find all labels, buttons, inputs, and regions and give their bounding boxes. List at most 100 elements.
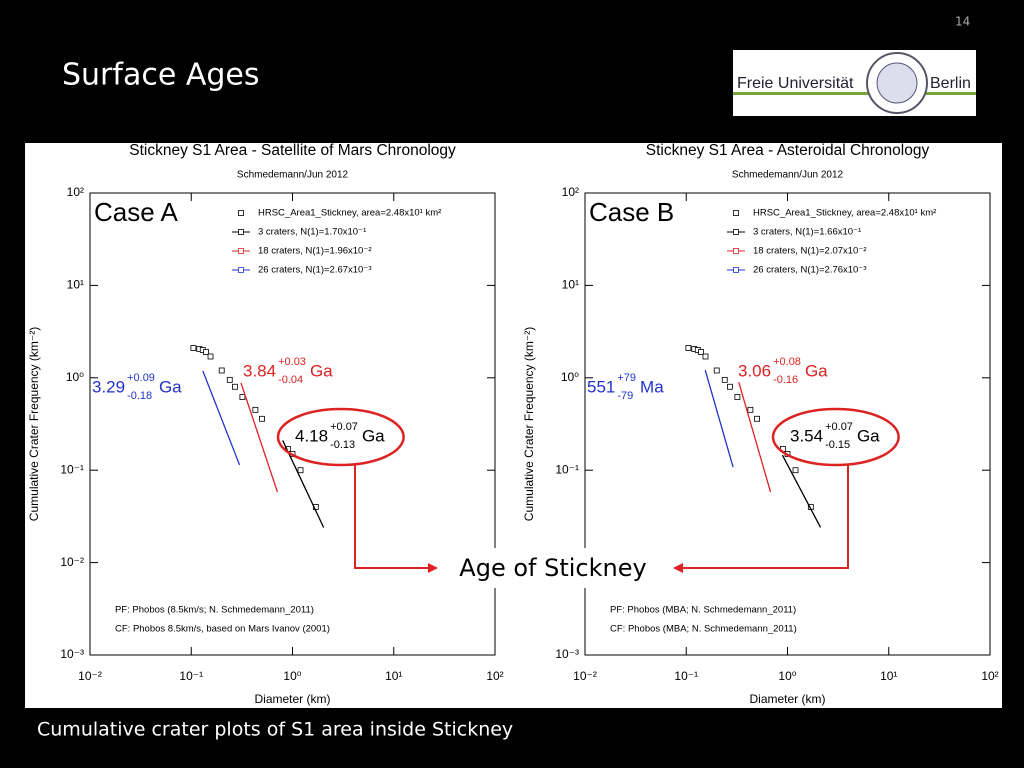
- legend-label: HRSC_Area1_Stickney, area=2.48x10¹ km²: [753, 208, 936, 219]
- age-value: 3.06: [738, 361, 771, 380]
- legend-label: 18 craters, N(1)=1.96x10⁻²: [258, 246, 372, 257]
- chart-subtitle: Schmedemann/Jun 2012: [237, 170, 349, 181]
- data-point: [734, 394, 741, 400]
- age-value: 551: [587, 377, 615, 396]
- y-tick-label: 10¹: [562, 278, 579, 292]
- age-plus: +0.07: [825, 421, 853, 433]
- x-tick-label: 10⁻²: [78, 669, 102, 683]
- age-plus: +0.03: [278, 356, 306, 368]
- data-point: [713, 367, 720, 374]
- y-tick-label: 10⁻³: [60, 647, 84, 661]
- y-tick-label: 10⁻¹: [60, 462, 84, 476]
- legend-marker: [238, 248, 244, 254]
- age-plus: +0.07: [330, 421, 358, 433]
- age-plus: +0.09: [127, 372, 155, 384]
- data-point: [747, 406, 754, 413]
- callout: Age of Stickney: [354, 465, 849, 588]
- age-minus: -0.04: [278, 374, 303, 386]
- arrowhead: [673, 563, 683, 573]
- x-axis-label: Diameter (km): [749, 692, 825, 706]
- x-tick-label: 10⁻¹: [674, 669, 698, 683]
- slide-title: Surface Ages: [62, 58, 259, 93]
- data-point: [698, 349, 704, 355]
- age-unit: Ma: [640, 377, 664, 396]
- logo: Freie Universität Berlin: [733, 50, 976, 116]
- age-value: 3.54: [790, 426, 823, 445]
- note: CF: Phobos 8.5km/s, based on Mars Ivanov…: [115, 624, 330, 635]
- age-value: 3.84: [243, 361, 276, 380]
- y-axis-label: Cumulative Crater Frequency (km⁻²): [27, 327, 41, 521]
- legend-marker: [733, 229, 739, 235]
- y-tick-label: 10⁻³: [555, 647, 579, 661]
- data-point: [702, 353, 709, 360]
- logo-bar: [733, 92, 976, 95]
- data-point: [252, 406, 259, 413]
- arrowhead: [428, 563, 438, 573]
- case-label: Case A: [94, 197, 178, 227]
- callout-text: Age of Stickney: [459, 554, 646, 582]
- fit-line: [781, 454, 822, 528]
- plots: Stickney S1 Area - Satellite of Mars Chr…: [27, 142, 999, 706]
- legend-label: 26 craters, N(1)=2.67x10⁻³: [258, 265, 372, 276]
- age-minus: -79: [617, 390, 633, 402]
- data-point: [792, 467, 799, 474]
- logo-seal-inner: [876, 62, 918, 104]
- y-axis-label: Cumulative Crater Frequency (km⁻²): [522, 327, 536, 521]
- logo-text: Freie Universität: [737, 75, 854, 92]
- fit-line: [282, 440, 325, 528]
- y-tick-label: 10²: [67, 185, 84, 199]
- note: CF: Phobos (MBA; N. Schmedemann_2011): [610, 624, 797, 635]
- y-tick-label: 10⁻²: [60, 555, 84, 569]
- data-point: [203, 349, 209, 355]
- legend-label: 26 craters, N(1)=2.76x10⁻³: [753, 265, 867, 276]
- callout-arrow: [354, 465, 432, 569]
- logo-text: Berlin: [930, 75, 971, 92]
- age-plus: +0.08: [773, 356, 801, 368]
- data-point: [721, 376, 728, 383]
- logo-background: [733, 50, 976, 116]
- data-point: [727, 383, 733, 390]
- data-point: [685, 345, 692, 351]
- chart-subtitle: Schmedemann/Jun 2012: [732, 170, 844, 181]
- legend-marker: [238, 210, 244, 216]
- x-tick-label: 10⁰: [778, 669, 796, 683]
- data-point: [232, 383, 238, 390]
- age-minus: -0.15: [825, 439, 850, 451]
- chart-title: Stickney S1 Area - Satellite of Mars Chr…: [129, 142, 456, 159]
- x-tick-label: 10²: [486, 669, 503, 683]
- caption: Cumulative crater plots of S1 area insid…: [37, 719, 513, 741]
- fit-line: [202, 370, 241, 466]
- x-tick-label: 10¹: [880, 669, 897, 683]
- fit-line: [240, 382, 279, 493]
- data-point: [239, 394, 246, 400]
- chart: Stickney S1 Area - Satellite of Mars Chr…: [27, 142, 504, 706]
- x-tick-label: 10⁻²: [573, 669, 597, 683]
- y-tick-label: 10²: [562, 185, 579, 199]
- fit-line: [738, 381, 772, 493]
- case-label: Case B: [589, 197, 674, 227]
- age-value: 4.18: [295, 426, 328, 445]
- data-point: [754, 415, 760, 422]
- legend-marker: [238, 267, 244, 273]
- y-tick-label: 10⁰: [66, 370, 84, 384]
- legend-label: 3 craters, N(1)=1.66x10⁻¹: [753, 227, 861, 238]
- age-unit: Ga: [362, 426, 385, 445]
- legend-label: HRSC_Area1_Stickney, area=2.48x10¹ km²: [258, 208, 441, 219]
- data-point: [226, 376, 233, 383]
- legend-label: 18 craters, N(1)=2.07x10⁻²: [753, 246, 867, 257]
- legend-label: 3 craters, N(1)=1.70x10⁻¹: [258, 227, 366, 238]
- note: PF: Phobos (MBA; N. Schmedemann_2011): [610, 605, 796, 616]
- age-minus: -0.13: [330, 439, 355, 451]
- legend-marker: [733, 267, 739, 273]
- y-tick-label: 10⁻¹: [555, 462, 579, 476]
- figure-background: [25, 143, 1002, 708]
- data-point: [190, 345, 197, 351]
- age-minus: -0.16: [773, 374, 798, 386]
- age-value: 3.29: [92, 377, 125, 396]
- data-point: [297, 467, 304, 474]
- age-plus: +79: [617, 372, 636, 384]
- age-unit: Ga: [310, 361, 333, 380]
- age-unit: Ga: [805, 361, 828, 380]
